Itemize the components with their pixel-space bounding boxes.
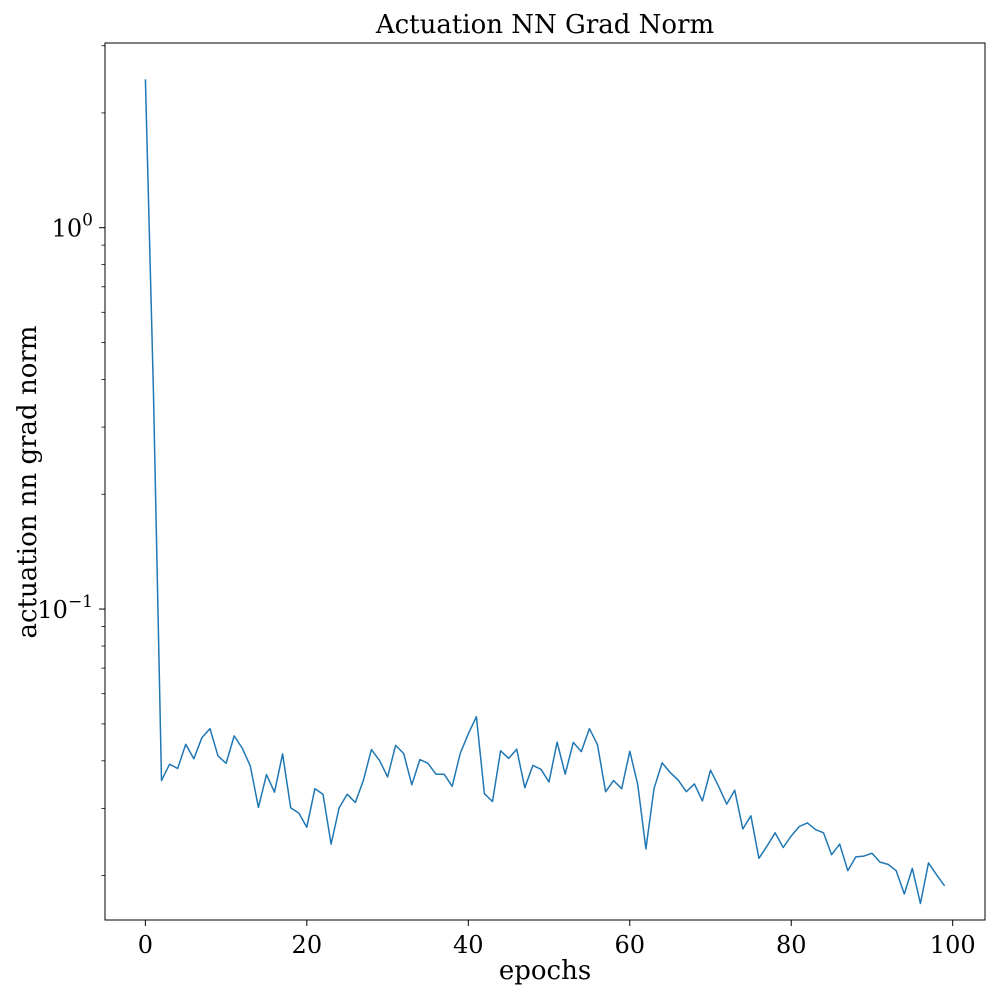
x-axis-label: epochs (499, 956, 591, 986)
x-tick-label: 80 (776, 931, 807, 959)
series-line (144, 79, 946, 905)
plot-frame (104, 42, 986, 921)
y-tick-label: 100 (52, 211, 93, 243)
x-tick-label: 20 (292, 931, 323, 959)
y-axis-label: actuation nn grad norm (13, 326, 43, 639)
x-tick-label: 100 (930, 931, 976, 959)
x-tick-label: 60 (614, 931, 645, 959)
x-tick-label: 0 (138, 931, 153, 959)
axis-ticks: 0 20 40 60 80 100 100 10−1 (37, 45, 976, 959)
x-tick-label: 40 (453, 931, 484, 959)
series-lines (144, 79, 946, 905)
chart-title: Actuation NN Grad Norm (375, 10, 714, 40)
y-tick-label: 10−1 (37, 592, 93, 624)
